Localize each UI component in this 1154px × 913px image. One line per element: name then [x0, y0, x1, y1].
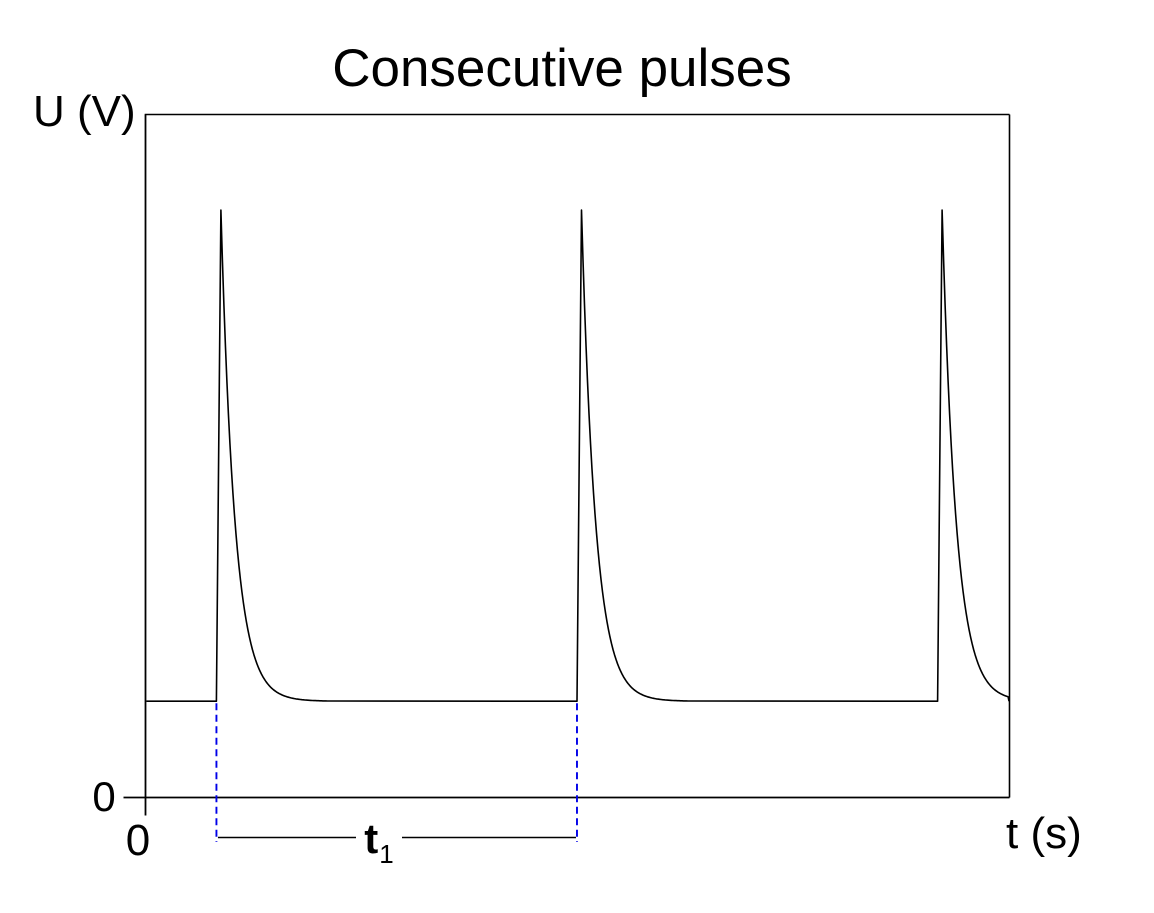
- signal-path: [146, 209, 1010, 702]
- period-annotation-label: t1: [364, 815, 393, 868]
- period-annotation-label-main: t: [364, 815, 379, 862]
- x-axis-origin-tick-label: 0: [125, 816, 151, 865]
- chart-title: Consecutive pulses: [332, 39, 792, 98]
- period-annotation-label-sub: 1: [379, 839, 394, 869]
- y-axis-label: U (V): [33, 87, 136, 136]
- x-axis-label: t (s): [1006, 809, 1082, 858]
- y-axis-origin-tick-label: 0: [92, 773, 116, 820]
